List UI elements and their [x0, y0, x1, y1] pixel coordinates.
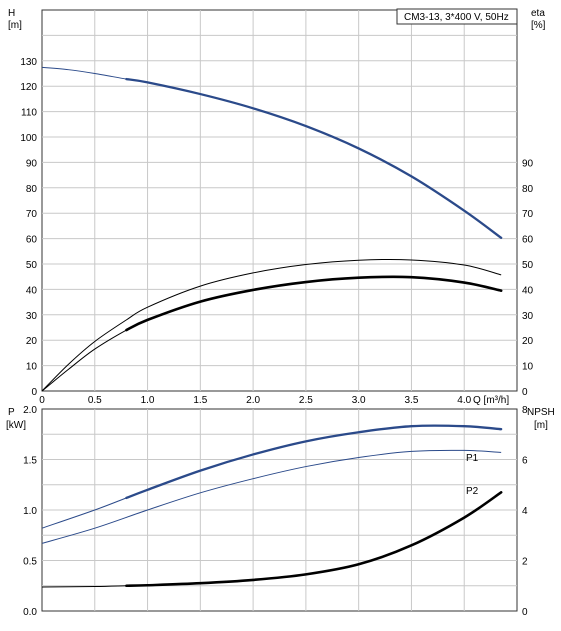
curve-p2 — [41, 449, 502, 544]
curve-p1 — [125, 424, 503, 500]
left-tick-label: 30 — [26, 311, 38, 322]
x-tick-label: 2.5 — [299, 395, 313, 406]
left-tick-label: 40 — [26, 285, 38, 296]
p-axis-unit: [kW] — [6, 420, 26, 431]
right-tick-label: 60 — [522, 235, 534, 246]
q-axis-label: Q [m³/h] — [473, 395, 509, 406]
left-tick-label: 10 — [26, 362, 38, 373]
p2-label: P2 — [466, 486, 479, 497]
top-grid — [42, 10, 517, 391]
top-plot-frame — [41, 9, 518, 392]
h-axis-unit: [m] — [8, 20, 22, 31]
bottom-curves — [41, 424, 503, 588]
right-tick-label: 80 — [522, 184, 534, 195]
p-axis-label: P — [8, 407, 15, 418]
left-tick-label: 2.0 — [23, 405, 37, 416]
npsh-axis-label: NPSH — [527, 407, 555, 418]
right-tick-label: 2 — [522, 557, 528, 568]
left-tick-label: 1.5 — [23, 456, 37, 467]
left-tick-label: 70 — [26, 209, 38, 220]
curve-eta-bold — [125, 275, 503, 332]
x-tick-label: 0.5 — [88, 395, 102, 406]
x-tick-label: 1.0 — [141, 395, 155, 406]
x-tick-label: 3.0 — [352, 395, 366, 406]
top-tick-labels: 0 10 20 30 40 50 60 70 80 90 100 110 120 130 0 10 20 30 40… — [20, 57, 533, 406]
right-tick-label: 40 — [522, 285, 534, 296]
title-box — [396, 8, 518, 25]
left-tick-label: 0.0 — [23, 607, 37, 618]
curve-npsh — [125, 491, 503, 588]
right-tick-label: 6 — [522, 456, 528, 467]
right-tick-label: 70 — [522, 209, 534, 220]
x-tick-label: 1.5 — [193, 395, 207, 406]
x-tick-label: 2.0 — [246, 395, 260, 406]
left-tick-label: 1.0 — [23, 506, 37, 517]
right-tick-label: 8 — [522, 405, 528, 416]
chart-title: CM3-13, 3*400 V, 50Hz — [404, 12, 509, 23]
top-curves — [41, 66, 503, 392]
left-tick-label: 50 — [26, 260, 38, 271]
right-tick-label: 90 — [522, 158, 534, 169]
left-tick-label: 0.5 — [23, 557, 37, 568]
eta-axis-label: eta — [531, 8, 545, 19]
p1-label: P1 — [466, 453, 479, 464]
left-tick-label: 0 — [31, 387, 37, 398]
curve-eta-thin — [41, 258, 502, 392]
eta-axis-unit: [%] — [531, 20, 546, 31]
right-tick-label: 4 — [522, 506, 528, 517]
h-axis-label: H — [8, 8, 15, 19]
left-tick-label: 20 — [26, 336, 38, 347]
npsh-axis-unit: [m] — [534, 420, 548, 431]
x-tick-label: 3.5 — [404, 395, 418, 406]
right-tick-label: 30 — [522, 311, 534, 322]
left-tick-label: 100 — [20, 133, 37, 144]
left-tick-label: 60 — [26, 235, 38, 246]
top-panel: 0 10 20 30 40 50 60 70 80 90 100 110 120 130 0 10 20 30 40… — [8, 8, 546, 406]
left-tick-label: 130 — [20, 57, 37, 68]
right-tick-label: 50 — [522, 260, 534, 271]
curve-h — [125, 77, 503, 239]
x-tick-label: 4.0 — [457, 395, 471, 406]
right-tick-label: 0 — [522, 607, 528, 618]
right-tick-label: 10 — [522, 362, 534, 373]
x-tick-label: 0 — [39, 395, 45, 406]
left-tick-label: 80 — [26, 184, 38, 195]
left-tick-label: 110 — [21, 108, 37, 119]
left-tick-label: 120 — [20, 82, 37, 93]
left-tick-label: 90 — [26, 158, 38, 169]
right-tick-label: 20 — [522, 336, 534, 347]
right-tick-label: 0 — [522, 387, 528, 398]
bottom-tick-labels: 0.0 0.5 1.0 1.5 2.0 0 2 4 6 8 — [23, 405, 528, 618]
